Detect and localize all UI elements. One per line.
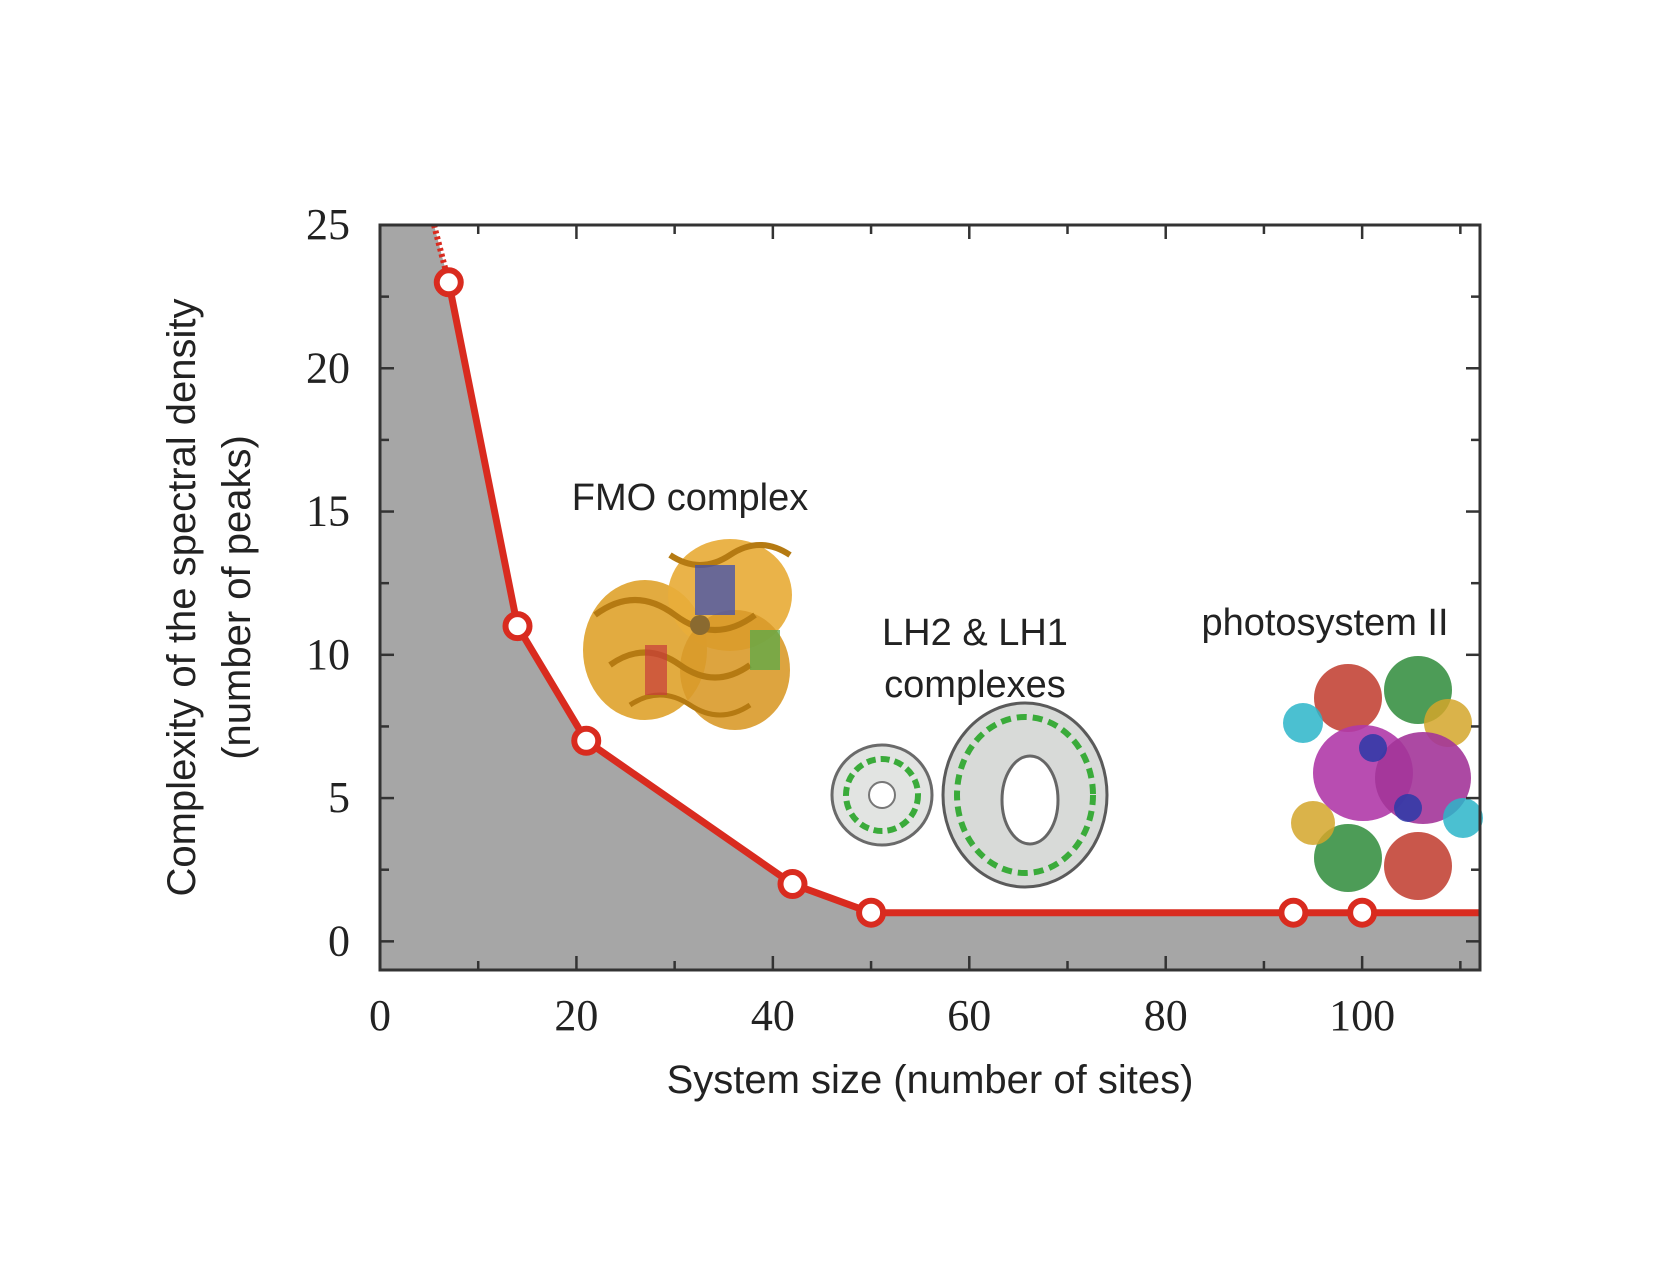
- lh1-complex-image: [941, 701, 1109, 889]
- y-tick-label: 0: [328, 916, 350, 965]
- annotation-lh: LH2 & LH1: [882, 612, 1068, 654]
- y-tick-label: 25: [306, 200, 350, 249]
- y-tick-label: 15: [306, 487, 350, 536]
- fmo-complex-image: [583, 539, 792, 730]
- data-point: [1347, 897, 1378, 928]
- x-tick-label: 40: [751, 991, 795, 1040]
- illustrations: [583, 539, 1483, 900]
- y-axis-title-line: (number of peaks): [215, 435, 259, 760]
- x-tick-label: 20: [554, 991, 598, 1040]
- y-tick-label: 20: [306, 343, 350, 392]
- area-layer: [380, 225, 1480, 970]
- data-point: [777, 869, 808, 900]
- x-tick-label: 100: [1329, 991, 1395, 1040]
- annotation-ps2: photosystem II: [1201, 602, 1448, 644]
- line-layer: [431, 224, 1480, 928]
- y-tick-label: 10: [306, 630, 350, 679]
- x-axis-title: System size (number of sites): [667, 1058, 1194, 1102]
- text-layer: 0 20 40 60 80 100 0 5 10 15 20 25 System size (numbe…: [160, 200, 1449, 1102]
- data-point: [502, 611, 533, 642]
- y-tick-label: 5: [328, 773, 350, 822]
- data-point: [571, 725, 602, 756]
- data-point: [433, 267, 464, 298]
- data-point: [856, 897, 887, 928]
- x-tick-label: 80: [1144, 991, 1188, 1040]
- data-point: [1278, 897, 1309, 928]
- annotation-fmo: FMO complex: [572, 477, 808, 519]
- y-axis-title-line: Complexity of the spectral density: [160, 298, 204, 896]
- axis-layer: [378, 223, 1482, 972]
- lh2-complex-image: [830, 743, 934, 847]
- x-tick-label: 60: [947, 991, 991, 1040]
- x-tick-label: 0: [369, 991, 391, 1040]
- photosystem-ii-image: [1283, 656, 1483, 900]
- plot-frame: [378, 223, 1482, 972]
- annotation-lh: complexes: [884, 664, 1066, 706]
- shaded-area: [380, 225, 1480, 970]
